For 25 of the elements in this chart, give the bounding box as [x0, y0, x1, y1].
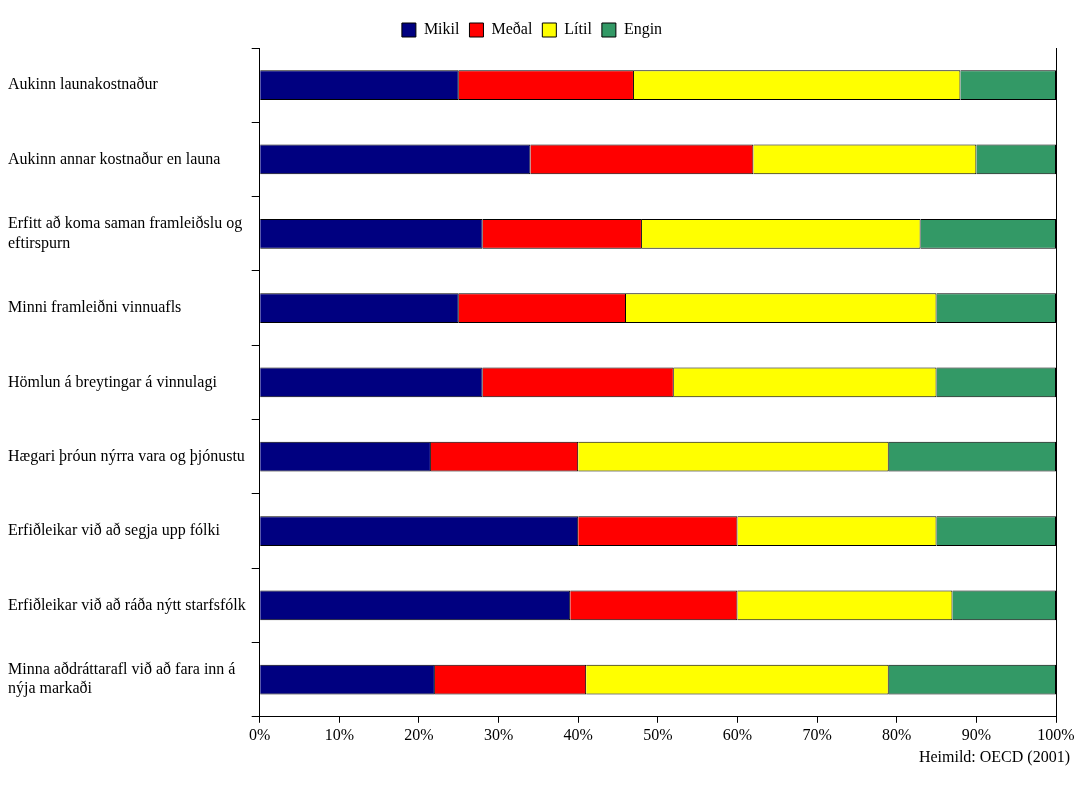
legend-label: Mikil: [423, 20, 461, 38]
x-tick-label: 30%: [483, 725, 514, 743]
x-tick-label: 50%: [643, 725, 673, 743]
legend-label: Meðal: [491, 20, 533, 38]
x-tick-label: 0%: [249, 725, 271, 743]
y-tick-label: Aukinn launakostnaður: [8, 75, 159, 93]
y-tick-label: Minna aðdráttarafl við að fara inn á nýja markaði: [8, 660, 236, 698]
y-tick-label: Hægari þróun nýrra vara og þjónustu: [8, 446, 245, 465]
y-tick-label: Aukinn annar kostnaður en launa: [8, 149, 221, 167]
y-tick-label: Erfiðleikar við að ráða nýtt starfsfólk: [8, 595, 246, 614]
x-tick-label: 60%: [722, 725, 753, 743]
x-tick-label: 70%: [802, 725, 832, 743]
legend-label: Engin: [623, 20, 663, 39]
y-tick-label: Minni framleiðni vinnuafls: [8, 298, 182, 316]
x-tick-label: 40%: [563, 725, 593, 743]
y-tick-label: Hömlun á breytingar á vinnulagi: [8, 372, 218, 391]
legend-label: Lítil: [564, 20, 593, 38]
x-tick-label: 80%: [882, 725, 912, 743]
x-tick-label: 10%: [324, 725, 354, 743]
x-tick-label: 20%: [404, 725, 434, 743]
x-tick-label: 90%: [961, 725, 992, 743]
y-tick-label: Erfitt að koma saman framleiðslu og eftirspurn: [8, 214, 243, 252]
y-tick-label: Erfiðleikar við að segja upp fólki: [8, 521, 221, 540]
x-tick-label: 100%: [1037, 725, 1075, 743]
text: Heimild: OECD (2001): [917, 748, 1071, 766]
